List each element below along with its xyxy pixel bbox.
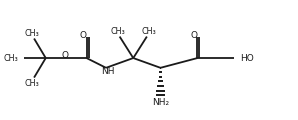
Text: NH₂: NH₂ (152, 99, 169, 108)
Text: NH: NH (101, 67, 115, 76)
Text: HO: HO (240, 54, 254, 63)
Text: O: O (190, 31, 197, 40)
Text: CH₃: CH₃ (110, 27, 125, 36)
Text: CH₃: CH₃ (25, 79, 40, 88)
Text: CH₃: CH₃ (4, 54, 18, 63)
Text: CH₃: CH₃ (142, 27, 156, 36)
Text: CH₃: CH₃ (25, 29, 40, 38)
Text: O: O (62, 51, 69, 60)
Text: O: O (79, 31, 86, 40)
